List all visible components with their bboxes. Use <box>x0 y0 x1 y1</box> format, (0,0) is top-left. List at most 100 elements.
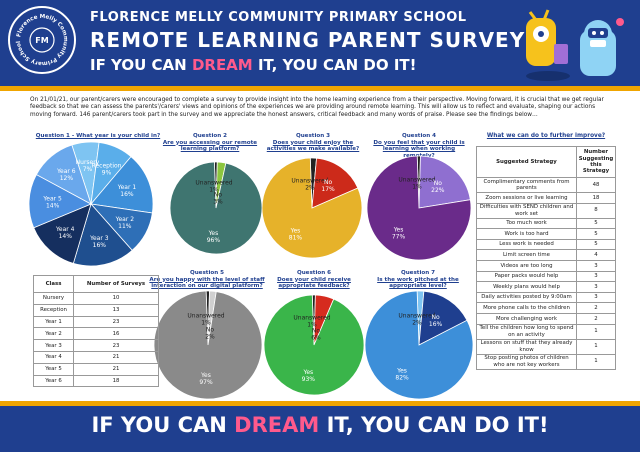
count-cell: 1 <box>576 323 616 340</box>
class-cell: Year 4 <box>33 350 74 364</box>
footer-stripe <box>0 401 640 406</box>
header-stripe <box>0 86 640 91</box>
q6-question: Does your child receive appropriate feed… <box>277 276 351 290</box>
class-survey-table: Class Number of Surveys Nursery 10 Recepti… <box>33 275 160 388</box>
strategy-cell: Stop posting photos of children who are … <box>476 353 577 370</box>
class-cell: Year 1 <box>33 315 74 329</box>
q6-feedback-pie-chart: Unanswered 1%No 6% Yes 93% <box>264 294 364 396</box>
motto-dream: DREAM <box>191 56 253 74</box>
q7-title: Question 7 Is the work pitched at the app… <box>364 270 472 290</box>
strategy-cell: Complimentary comments from parents <box>476 177 577 193</box>
count-header: Number Suggesting this Strategy <box>576 146 616 178</box>
strategy-row: Paper packs would help 3 <box>476 270 616 283</box>
intro-paragraph: On 21/01/21, our parent/carers were enco… <box>30 97 604 118</box>
pie-label-yes: Yes 93% <box>302 369 316 383</box>
q7-question: Is the work pitched at the appropriate l… <box>377 276 459 290</box>
strategy-row: Difficulties with SEND children and work… <box>476 202 616 219</box>
class-row: Nursery 10 <box>33 292 160 305</box>
pie-slice-no <box>418 155 471 209</box>
strategy-row: Limit screen time 4 <box>476 249 616 261</box>
q1-title: Question 1 - What year is your child in? <box>28 133 168 140</box>
strategy-cell: Limit screen time <box>476 249 577 261</box>
count-cell: 5 <box>576 217 616 230</box>
pie-label-unanswered: Unanswered 1% <box>293 315 330 329</box>
class-row: Year 3 23 <box>33 339 160 352</box>
strategy-cell: Daily activities posted by 9:00am <box>476 291 577 304</box>
pie-slice-year-1 <box>90 156 154 214</box>
surveys-header: Number of Surveys <box>72 275 160 293</box>
footer-motto-post: IT, YOU CAN DO IT! <box>319 413 549 437</box>
pie-label-year-3: Year 3 16% <box>89 235 109 249</box>
q6-number: Question 6 <box>296 270 332 276</box>
school-logo: Florence Melly Community Primary School … <box>8 6 76 74</box>
pie-slice-yes <box>366 155 472 261</box>
class-row: Year 6 18 <box>33 374 160 388</box>
q4-learning-pie-chart: Unanswered 1% No 22% Yes 77% <box>366 155 472 261</box>
svg-text:FM: FM <box>35 36 48 45</box>
strategy-cell: Too much work <box>476 217 577 230</box>
q2-number: Question 2 <box>192 133 228 139</box>
count-cell: 3 <box>576 281 616 293</box>
strategy-cell: More challenging work <box>476 312 577 325</box>
strategy-cell: Videos are too long <box>476 259 577 272</box>
strategy-table: Suggested Strategy Number Suggesting thi… <box>476 146 616 370</box>
pie-label-no: No 6% <box>311 328 321 342</box>
count-cell: 1 <box>576 338 616 355</box>
class-cell: Year 5 <box>33 362 74 376</box>
strategy-cell: Weekly plans would help <box>476 281 577 293</box>
pie-label-no: No 2% <box>205 327 215 341</box>
pie-label-reception: Reception 9% <box>92 162 122 176</box>
footer-motto: IF YOU CAN DREAM IT, YOU CAN DO IT! <box>0 413 640 437</box>
pie-label-unanswered: Unanswered 1% <box>398 176 435 190</box>
improve-title: What we can do to further improve? <box>486 133 606 139</box>
surveys-cell: 23 <box>72 339 160 352</box>
strategy-row: Stop posting photos of children who are … <box>476 353 616 370</box>
footer-banner <box>0 406 640 452</box>
strategy-row: Too much work 5 <box>476 217 616 230</box>
pie-label-yes: Yes 77% <box>392 226 406 240</box>
surveys-cell: 21 <box>72 362 160 376</box>
class-cell: Reception <box>33 303 74 317</box>
strategy-row: Videos are too long 3 <box>476 259 616 272</box>
strategy-row: Daily activities posted by 9:00am 3 <box>476 291 616 304</box>
strategy-row: Work is too hard 5 <box>476 228 616 240</box>
robot-illustration <box>526 9 624 81</box>
class-row: Year 5 21 <box>33 362 160 376</box>
count-cell: 2 <box>576 302 616 314</box>
q1-title-text: Question 1 - What year is your child in? <box>35 133 161 139</box>
pie-label-yes: Yes 82% <box>395 367 409 381</box>
strategy-row: More phone calls to the children 2 <box>476 302 616 314</box>
pie-label-no: No 22% <box>431 180 445 194</box>
strategy-cell: Less work is needed <box>476 238 577 251</box>
pie-label-no: No 3% <box>213 192 223 206</box>
strategy-header: Suggested Strategy <box>476 146 577 178</box>
pie-label-year-4: Year 4 14% <box>55 226 75 240</box>
surveys-cell: 13 <box>72 303 160 317</box>
class-row: Year 2 16 <box>33 327 160 341</box>
pie-label-unanswered: Unanswered 1% <box>195 180 232 194</box>
count-cell: 3 <box>576 270 616 283</box>
pie-slice-no <box>418 290 468 346</box>
strategy-cell: More phone calls to the children <box>476 302 577 314</box>
q3-title: Question 3 Does your child enjoy the acti… <box>265 133 361 153</box>
count-cell: 3 <box>576 291 616 304</box>
class-header: Class <box>33 275 74 293</box>
count-cell: 48 <box>576 177 616 193</box>
strategy-row: More challenging work 2 <box>476 312 616 325</box>
q1-year-pie-chart: Nursery 7%Reception 9% Year 1 16% Year 2 11% Ye… <box>28 141 154 267</box>
q2-access-pie-chart: Unanswered 1%No 3% Yes 96% <box>170 161 262 255</box>
count-cell: 3 <box>576 259 616 272</box>
strategy-cell: Work is too hard <box>476 228 577 240</box>
pie-label-yes: Yes 81% <box>289 228 303 242</box>
q2-title: Question 2 Are you accessing our remote l… <box>160 133 260 153</box>
footer-motto-dream: DREAM <box>234 413 320 437</box>
strategy-row: Less work is needed 5 <box>476 238 616 251</box>
pie-slice-yes <box>262 157 362 259</box>
pie-label-unanswered: Unanswered 2% <box>398 312 435 326</box>
class-cell: Year 2 <box>33 327 74 341</box>
strategy-row: Zoom sessions or live learning 18 <box>476 192 616 204</box>
q3-number: Question 3 <box>295 133 331 139</box>
motto-pre: IF YOU CAN <box>90 56 192 74</box>
count-cell: 4 <box>576 249 616 261</box>
school-name: FLORENCE MELLY COMMUNITY PRIMARY SCHOOL <box>90 10 467 25</box>
